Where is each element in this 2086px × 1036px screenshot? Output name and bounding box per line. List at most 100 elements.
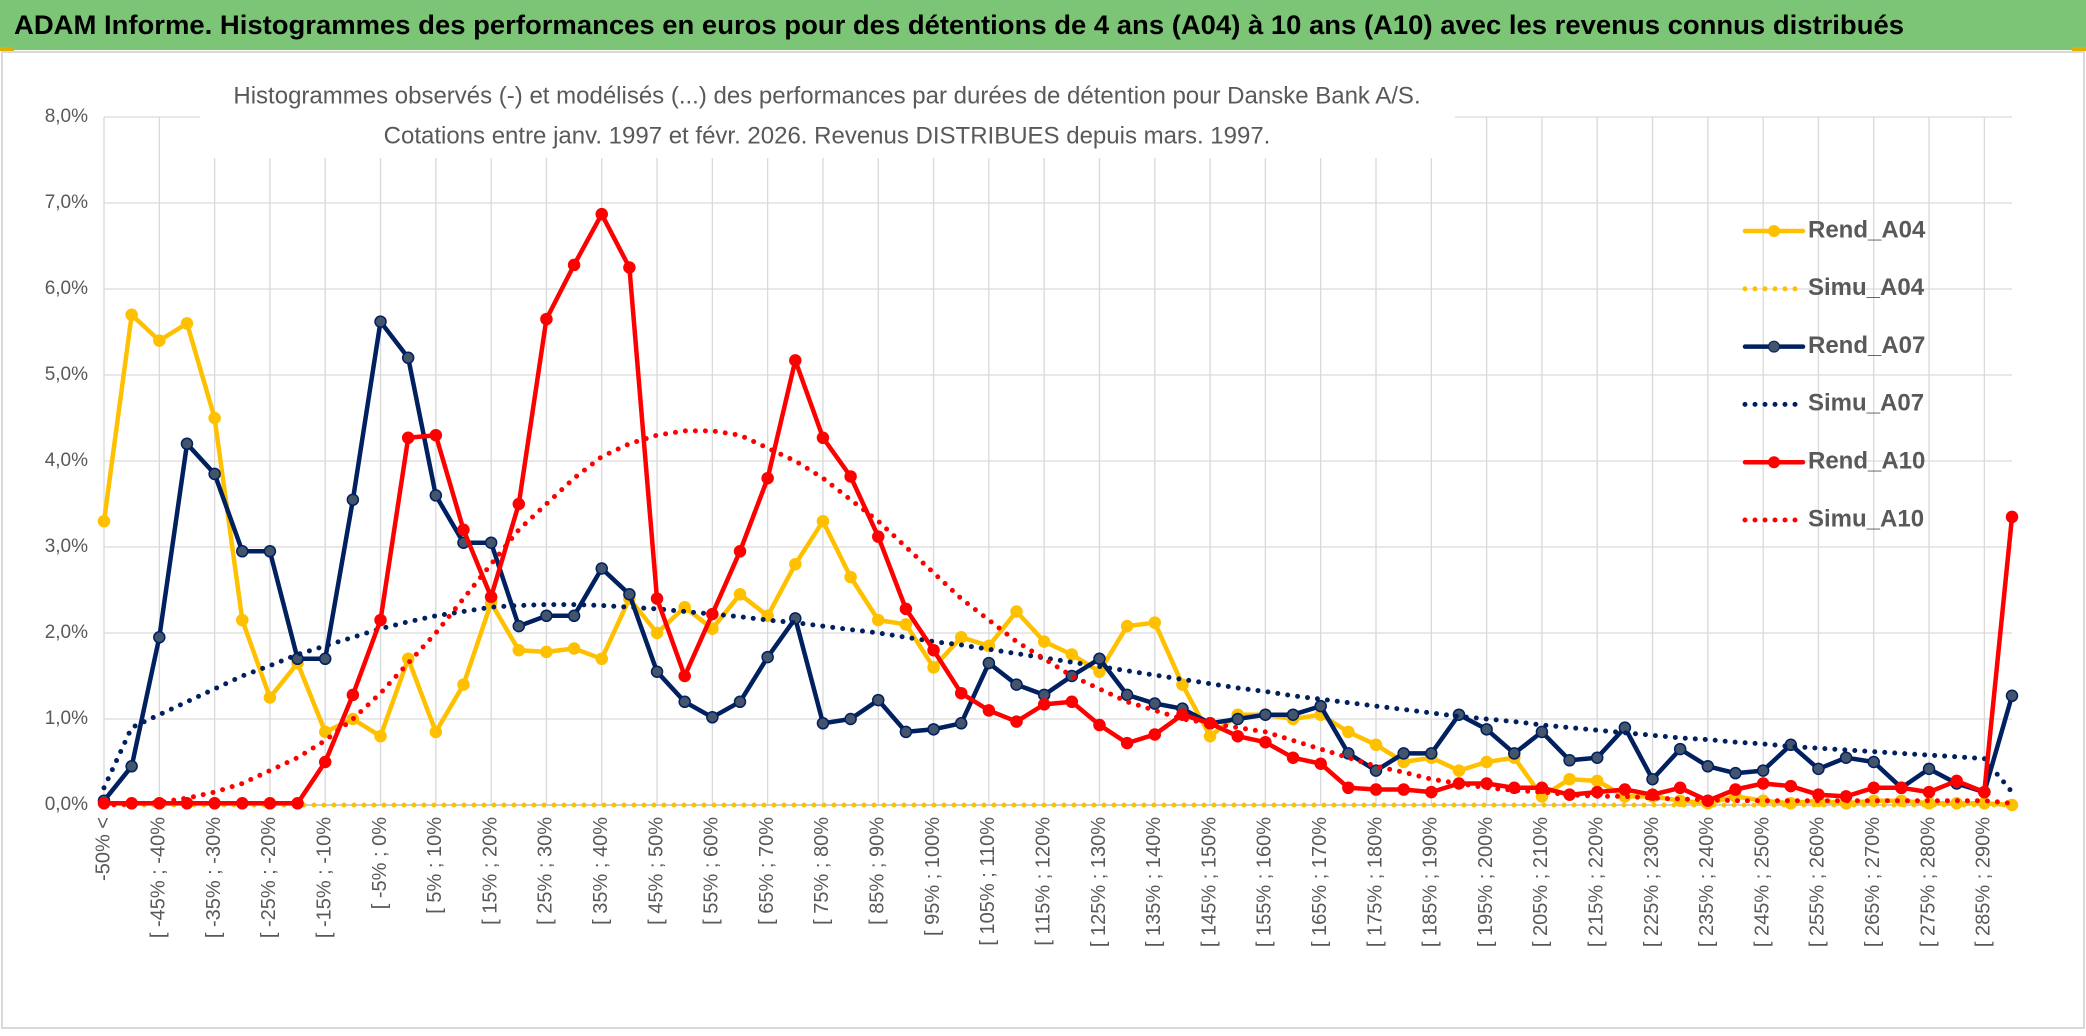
data-point <box>484 536 498 549</box>
y-tick-label: 0,0% <box>45 794 88 815</box>
x-tick-label: [ -45% ; -40% <box>148 817 170 938</box>
data-point <box>650 626 664 640</box>
data-point <box>1010 605 1023 618</box>
corner <box>0 47 14 51</box>
data-point <box>567 609 581 623</box>
y-tick-label: 1,0% <box>45 708 88 729</box>
data-point <box>733 588 747 601</box>
x-tick-label: -50% < <box>92 817 114 881</box>
data-point <box>1065 695 1079 709</box>
data-point <box>1452 764 1466 777</box>
data-point <box>816 431 830 445</box>
x-tick-label: [ 285% ; 290% <box>1973 817 1995 947</box>
data-point <box>153 631 166 644</box>
data-point <box>1010 678 1023 691</box>
legend-marker <box>1768 225 1780 237</box>
data-point <box>1673 781 1687 795</box>
data-point <box>2005 689 2019 703</box>
data-point <box>789 557 802 571</box>
data-point <box>540 312 553 326</box>
data-point <box>761 650 774 664</box>
banner <box>0 0 2086 50</box>
data-point <box>236 545 249 558</box>
data-point <box>1093 718 1106 732</box>
data-point <box>1480 755 1493 769</box>
data-point <box>1369 783 1383 796</box>
data-point <box>1148 697 1162 710</box>
x-tick-label: [ 55% ; 60% <box>701 817 723 925</box>
data-point <box>1729 783 1742 796</box>
data-point <box>97 514 111 528</box>
data-point <box>954 631 968 644</box>
data-point <box>1425 785 1438 799</box>
legend-label: Simu_A10 <box>1808 505 1924 532</box>
data-point <box>374 315 387 328</box>
data-point <box>1867 755 1880 769</box>
x-tick-label: [ 85% ; 90% <box>867 817 889 925</box>
data-point <box>125 308 138 322</box>
data-point <box>1369 738 1383 752</box>
data-point <box>1922 785 1936 799</box>
data-point <box>567 642 581 655</box>
data-point <box>1176 678 1189 691</box>
data-point <box>872 613 885 627</box>
data-point <box>540 609 553 623</box>
legend-label: Rend_A07 <box>1808 332 1925 359</box>
data-point <box>844 570 857 584</box>
data-point <box>512 619 526 633</box>
data-point <box>1839 751 1853 764</box>
data-point <box>153 334 166 347</box>
data-point <box>1259 708 1272 721</box>
chart-subtitle: Cotations entre janv. 1997 et févr. 2026… <box>384 122 1271 149</box>
data-point <box>180 317 194 330</box>
data-point <box>374 729 387 743</box>
data-point <box>1120 619 1134 633</box>
data-point <box>1480 723 1493 736</box>
data-point <box>650 665 664 678</box>
plot: 0,0% 1,0% 2,0% 3,0% 4,0% 5,0% 6,0% 7,0% 8,0% -50%… <box>45 106 2019 947</box>
data-point <box>208 411 221 425</box>
data-point <box>927 661 940 674</box>
x-tick-label: [ 95% ; 100% <box>922 817 944 936</box>
x-tick-label: [ -15% ; -10% <box>313 817 335 938</box>
data-point <box>1093 652 1106 666</box>
data-point <box>595 207 608 221</box>
x-tick-label: [ 5% ; 10% <box>424 817 446 914</box>
x-tick-label: [ 105% ; 110% <box>977 817 999 946</box>
data-point <box>457 523 470 537</box>
data-point <box>1950 774 1963 788</box>
frame <box>1 51 2085 1029</box>
data-point <box>816 514 830 528</box>
model-line <box>101 602 2015 795</box>
data-point <box>1286 751 1300 764</box>
x-tick-label: [ -5% ; 0% <box>369 817 391 909</box>
data-point <box>1646 772 1659 786</box>
x-tick-label: [ 145% ; 150% <box>1198 817 1220 947</box>
x-tick-label: [ 125% ; 130% <box>1088 817 1110 947</box>
data-point <box>1867 781 1880 795</box>
data-point <box>595 652 608 666</box>
data-point <box>982 704 996 717</box>
data-point <box>678 695 691 709</box>
data-point <box>899 602 913 616</box>
y-tick-label: 8,0% <box>45 106 88 127</box>
data-point <box>623 261 636 274</box>
x-tick-label: [ 205% ; 210% <box>1530 817 1552 947</box>
data-point <box>263 545 277 558</box>
data-point <box>1286 708 1300 721</box>
y-tick-label: 6,0% <box>45 278 88 299</box>
data-point <box>1425 747 1438 760</box>
data-point <box>1259 735 1272 749</box>
legend-label: Rend_A04 <box>1808 216 1926 243</box>
data-point <box>512 497 526 511</box>
data-point <box>1120 688 1134 702</box>
data-point <box>1756 764 1770 777</box>
data-point <box>567 258 581 272</box>
data-point <box>982 656 996 670</box>
x-tick-label: [ 115% ; 120% <box>1032 817 1054 946</box>
data-point <box>650 592 664 605</box>
data-point <box>236 797 249 810</box>
data-point <box>678 669 691 683</box>
data-point <box>1673 742 1687 756</box>
x-tick-label: [ 195% ; 200% <box>1475 817 1497 947</box>
